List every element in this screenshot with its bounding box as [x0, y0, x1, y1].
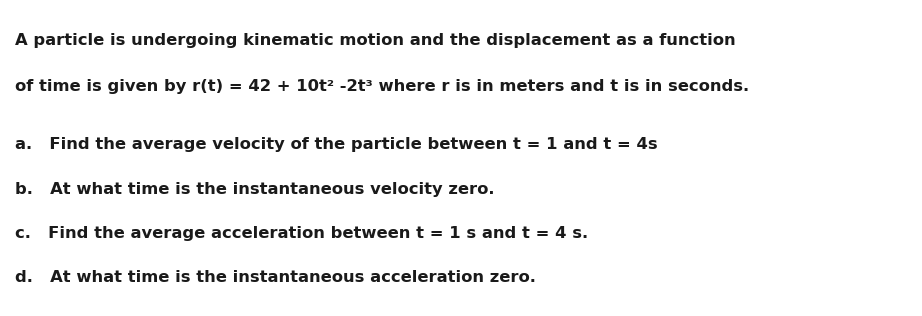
Text: d.   At what time is the instantaneous acceleration zero.: d. At what time is the instantaneous acc… — [15, 270, 536, 285]
Text: c.   Find the average acceleration between t = 1 s and t = 4 s.: c. Find the average acceleration between… — [15, 226, 588, 241]
Text: a.   Find the average velocity of the particle between t = 1 and t = 4s: a. Find the average velocity of the part… — [15, 137, 657, 152]
Text: of time is given by r(t) = 42 + 10t² -2t³ where r is in meters and t is in secon: of time is given by r(t) = 42 + 10t² -2t… — [15, 79, 749, 94]
Text: b.   At what time is the instantaneous velocity zero.: b. At what time is the instantaneous vel… — [15, 182, 494, 197]
Text: A particle is undergoing kinematic motion and the displacement as a function: A particle is undergoing kinematic motio… — [15, 33, 736, 48]
